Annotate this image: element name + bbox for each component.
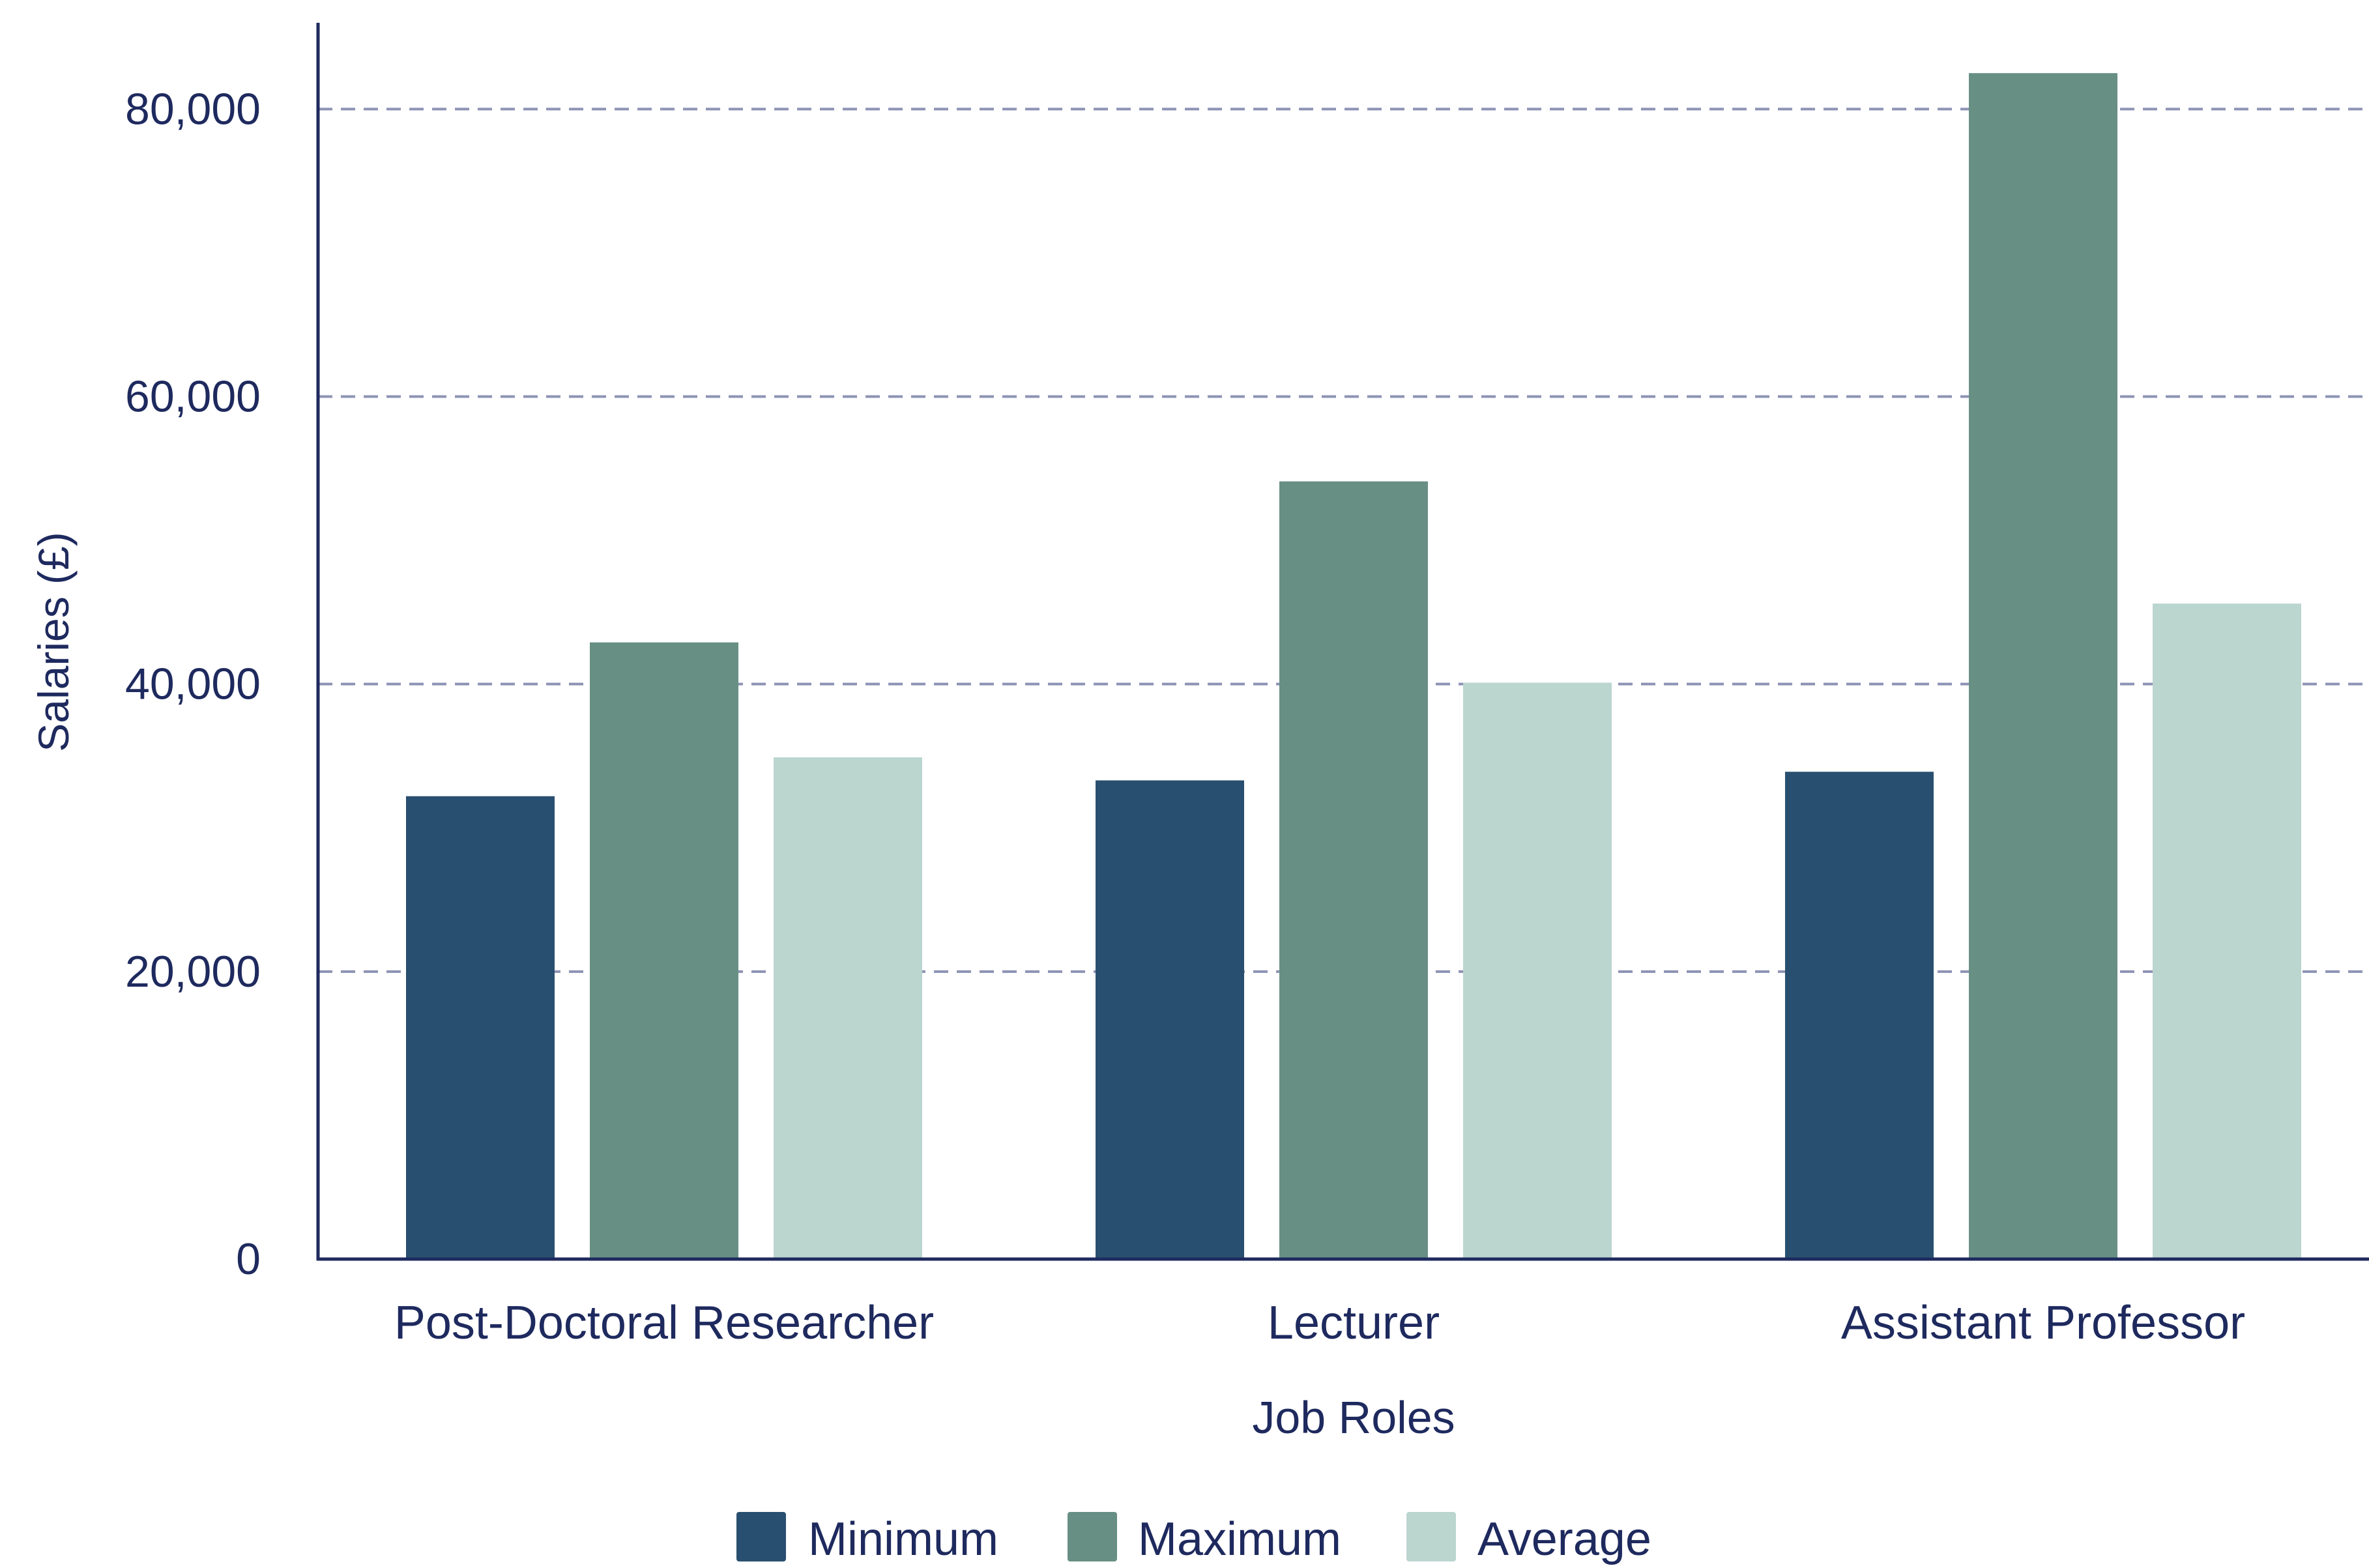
bar-average-2 xyxy=(1463,682,1612,1259)
x-tick-label: Post-Doctoral Researcher xyxy=(394,1297,934,1349)
legend-swatch-average xyxy=(1406,1512,1456,1561)
y-tick-label: 60,000 xyxy=(125,372,261,422)
y-tick-label: 20,000 xyxy=(125,947,261,996)
x-tick-label: Lecturer xyxy=(1268,1297,1440,1349)
legend-swatch-minimum xyxy=(736,1512,786,1561)
y-tick-labels: 0 20,000 40,000 60,000 80,000 xyxy=(125,84,261,1284)
bar-maximum-1 xyxy=(590,642,738,1259)
y-tick-label: 80,000 xyxy=(125,84,261,134)
bar-maximum-2 xyxy=(1279,481,1428,1259)
bar-minimum-1 xyxy=(406,796,555,1259)
bar-average-1 xyxy=(774,757,922,1259)
x-tick-label: Assistant Professor xyxy=(1841,1297,2245,1349)
bar-average-3 xyxy=(2153,603,2301,1259)
y-tick-label: 40,000 xyxy=(125,660,261,709)
legend-swatch-maximum xyxy=(1068,1512,1117,1561)
legend-label-minimum: Minimum xyxy=(808,1513,998,1565)
x-tick-labels: Post-Doctoral Researcher Lecturer Assistan… xyxy=(394,1297,2245,1349)
x-axis-title: Job Roles xyxy=(1252,1392,1455,1443)
legend-label-average: Average xyxy=(1477,1513,1651,1565)
legend-label-maximum: Maximum xyxy=(1138,1513,1341,1565)
bars xyxy=(406,73,2301,1259)
legend: Minimum Maximum Average xyxy=(736,1512,1651,1565)
bar-maximum-3 xyxy=(1969,73,2117,1259)
y-axis-title: Salaries (£) xyxy=(29,532,78,751)
axes xyxy=(316,23,2369,1261)
bar-minimum-2 xyxy=(1096,780,1244,1259)
y-tick-label: 0 xyxy=(236,1234,261,1284)
bar-minimum-3 xyxy=(1785,772,1934,1259)
